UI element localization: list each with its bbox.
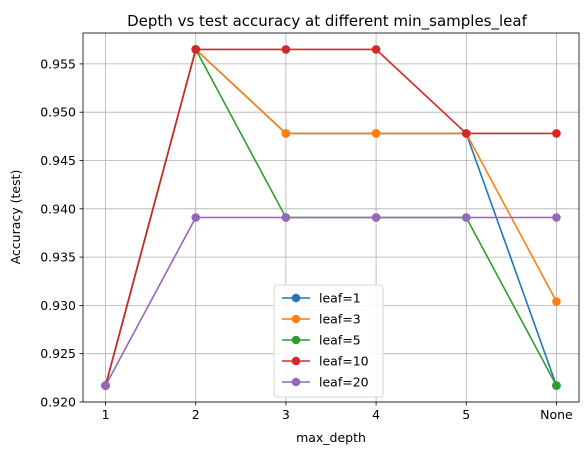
y-tick-label: 0.945 [40, 153, 76, 168]
data-point [552, 297, 561, 306]
y-tick-label: 0.950 [40, 105, 76, 120]
legend-marker [291, 314, 301, 324]
plot-frame [82, 32, 580, 403]
data-point [552, 381, 561, 390]
y-axis-label: Accuracy (test) [8, 170, 23, 265]
y-tick-label: 0.930 [40, 298, 76, 313]
data-point [461, 129, 471, 138]
legend-label: leaf=20 [319, 375, 369, 390]
data-point [552, 129, 561, 138]
x-tick-label: 4 [372, 407, 380, 422]
y-tick-label: 0.940 [40, 201, 76, 216]
data-point [371, 129, 381, 138]
data-point [191, 45, 201, 54]
x-tick-label: 1 [102, 407, 110, 422]
x-tick-label: 5 [462, 407, 470, 422]
legend-marker [291, 377, 301, 387]
y-axis-ticks: 0.920 0.925 0.930 0.935 0.940 0.945 0.950 0.955 [40, 56, 83, 410]
y-tick-label: 0.920 [40, 395, 76, 410]
data-point [371, 213, 381, 222]
legend-marker [291, 356, 301, 366]
y-tick-label: 0.955 [40, 56, 76, 71]
data-point [281, 45, 291, 54]
series-line [104, 48, 557, 386]
y-tick-label: 0.925 [40, 346, 76, 361]
data-point [371, 45, 381, 54]
series-line [104, 216, 557, 386]
legend-label: leaf=10 [319, 354, 369, 369]
legend-label: leaf=1 [319, 291, 361, 306]
data-point [281, 129, 291, 138]
x-tick-label: None [540, 407, 573, 422]
legend-label: leaf=5 [319, 333, 361, 348]
data-point [461, 213, 471, 222]
x-tick-label: 2 [192, 407, 200, 422]
data-point [552, 213, 561, 222]
series-lines [101, 45, 561, 390]
chart-title: Depth vs test accuracy at different min_… [127, 12, 527, 31]
x-axis-ticks: 1 2 3 4 5 None [102, 402, 573, 422]
data-point [191, 213, 201, 222]
legend-box [273, 284, 384, 398]
legend-label: leaf=3 [319, 312, 361, 327]
legend-marker [291, 293, 301, 303]
legend: leaf=1 leaf=3 leaf=5 leaf=10 leaf=20 [273, 284, 384, 398]
y-tick-label: 0.935 [40, 250, 76, 265]
data-point [101, 381, 110, 390]
x-axis-label: max_depth [296, 430, 366, 445]
data-point [281, 213, 291, 222]
legend-marker [291, 335, 301, 345]
x-tick-label: 3 [282, 407, 290, 422]
